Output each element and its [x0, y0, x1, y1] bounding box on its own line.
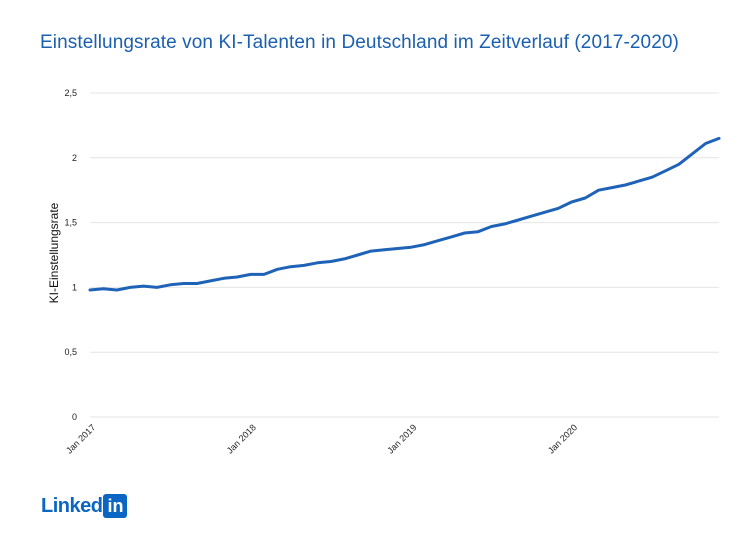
- y-axis-ticks: 0 0,5 1 1,5 2 2,5: [64, 88, 77, 422]
- y-tick-label: 0,5: [64, 347, 77, 357]
- series-lines: [88, 136, 721, 292]
- y-tick-label: 2,5: [64, 88, 77, 98]
- linkedin-logo: Linked in: [41, 494, 128, 518]
- series-line: [88, 136, 721, 292]
- x-axis-ticks: Jan 2017 Jan 2018 Jan 2019 Jan 2020: [64, 422, 579, 455]
- logo-wordmark: Linked: [41, 494, 103, 517]
- x-tick-label: Jan 2020: [546, 422, 579, 455]
- x-tick-label: Jan 2019: [385, 422, 418, 455]
- y-tick-label: 1: [72, 282, 77, 292]
- gridlines: [90, 92, 719, 418]
- x-tick-label: Jan 2017: [64, 422, 97, 455]
- chart-title: Einstellungsrate von KI-Talenten in Deut…: [40, 32, 679, 53]
- y-tick-label: 0: [72, 412, 77, 422]
- y-tick-label: 2: [72, 153, 77, 163]
- y-tick-label: 1,5: [64, 218, 77, 228]
- y-axis-label: KI-Einstellungsrate: [47, 202, 61, 303]
- logo-in-box: in: [103, 494, 128, 518]
- x-tick-label: Jan 2018: [225, 422, 258, 455]
